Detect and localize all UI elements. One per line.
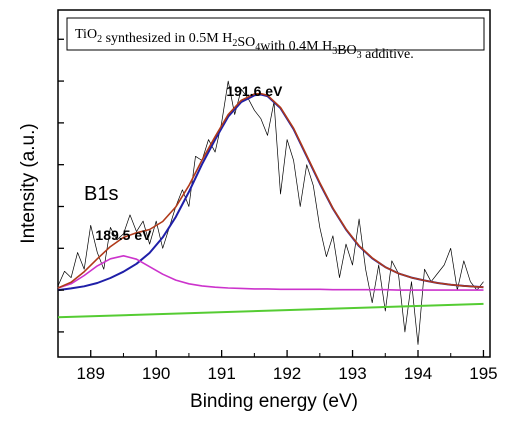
- legend-subscript: 4: [255, 42, 260, 53]
- x-tick-label: 192: [273, 364, 301, 383]
- axes-layer: 189 190 191 192 193 194 195: [57, 38, 498, 383]
- x-tick-label: 189: [77, 364, 105, 383]
- legend-text-run: with 0.4M H: [260, 39, 332, 54]
- plot-area: [57, 9, 491, 358]
- series-line-fit-main: [57, 93, 484, 292]
- series-line-envelope: [57, 92, 484, 289]
- legend-box: [66, 17, 485, 51]
- legend-text-run: SO: [237, 35, 255, 50]
- legend-subscript: 2: [97, 34, 102, 45]
- legend-subscript: 3: [332, 46, 337, 57]
- labels-layer: Binding energy (eV) Intensity (a.u.) TiO2 …: [18, 17, 485, 412]
- x-tick-label: 195: [469, 364, 497, 383]
- x-axis-title: Binding energy (eV): [190, 391, 358, 412]
- series-line-fit-minor: [57, 255, 484, 291]
- peak-label: 191.6 eV: [226, 83, 283, 99]
- legend-text: TiO2 synthesized in 0.5M H2SO4with 0.4M …: [75, 27, 414, 62]
- x-tick-label: 191: [207, 364, 235, 383]
- series-layer: [57, 80, 484, 345]
- x-tick-label: 193: [338, 364, 366, 383]
- plot-frame: [57, 9, 491, 358]
- legend-subscript: 2: [232, 38, 237, 49]
- series-line-background: [57, 302, 484, 319]
- series-line-raw: [57, 80, 484, 345]
- legend-text-run: synthesized in 0.5M H: [102, 31, 232, 46]
- x-tick-label: 194: [404, 364, 432, 383]
- panel-label: B1s: [84, 183, 118, 205]
- peak-label: 189.5 eV: [95, 227, 152, 243]
- legend-text-run: additive.: [362, 47, 414, 62]
- y-axis-title: Intensity (a.u.): [18, 123, 39, 243]
- legend-text-run: TiO: [75, 27, 97, 42]
- legend-subscript: 3: [357, 50, 362, 61]
- x-tick-label: 190: [142, 364, 170, 383]
- legend-text-run: BO: [337, 43, 356, 58]
